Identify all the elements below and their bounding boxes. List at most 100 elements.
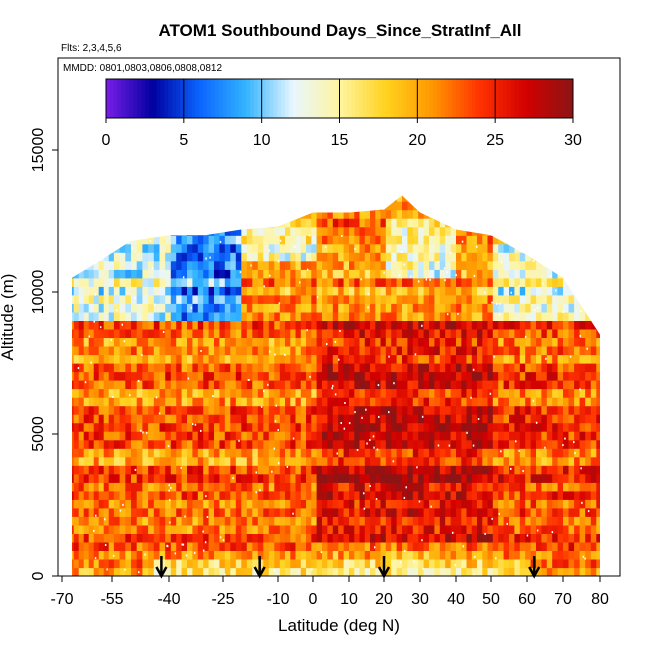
- heatmap-cell: [450, 559, 457, 569]
- heatmap-cell: [103, 269, 110, 279]
- heatmap-cell: [343, 218, 350, 228]
- heatmap-cell: [322, 363, 328, 373]
- heatmap-cell: [83, 533, 90, 543]
- heatmap-cell: [487, 516, 494, 526]
- heatmap-cell: [83, 439, 90, 449]
- heatmap-cell: [536, 524, 542, 534]
- heatmap-cell: [423, 286, 430, 296]
- heatmap-cell: [525, 346, 532, 356]
- heatmap-cell: [224, 269, 231, 279]
- heatmap-cell: [563, 371, 570, 381]
- heatmap-cell: [219, 473, 226, 483]
- heatmap-cell: [153, 516, 161, 526]
- heatmap-cell: [423, 507, 430, 517]
- heatmap-cell: [98, 559, 105, 569]
- heatmap-cell: [279, 559, 286, 569]
- heatmap-cell: [176, 448, 183, 458]
- heatmap-cell: [519, 303, 526, 313]
- heatmap-cell: [514, 567, 521, 576]
- heatmap-cell: [119, 328, 126, 338]
- heatmap-cell: [73, 320, 80, 330]
- heatmap-cell: [423, 346, 430, 356]
- heatmap-cell: [402, 473, 408, 483]
- heatmap-cell: [108, 439, 115, 449]
- heatmap-cell: [187, 320, 193, 330]
- heatmap-cell: [574, 541, 581, 551]
- heatmap-cell: [423, 448, 430, 458]
- heatmap-cell: [525, 567, 532, 576]
- heatmap-cell: [492, 397, 499, 407]
- heatmap-cell: [445, 499, 452, 509]
- heatmap-cell: [492, 456, 499, 466]
- heatmap-cell: [257, 363, 264, 373]
- heatmap-cell: [391, 218, 398, 228]
- heatmap-cell: [343, 439, 350, 449]
- heatmap-cell: [375, 320, 382, 330]
- heatmap-cell: [439, 507, 446, 517]
- heatmap-cell: [380, 422, 387, 432]
- heatmap-cell: [477, 294, 483, 304]
- heatmap-cell: [235, 499, 242, 509]
- heatmap-cell: [295, 422, 302, 432]
- heatmap-cell: [295, 533, 302, 543]
- heatmap-cell: [349, 414, 355, 424]
- heatmap-cell: [316, 328, 323, 338]
- heatmap-cell: [306, 235, 312, 245]
- heatmap-cell: [461, 243, 468, 253]
- heatmap-cell: [354, 277, 361, 287]
- heatmap-cell: [176, 482, 183, 492]
- heatmap-cell: [241, 303, 248, 313]
- heatmap-cell: [546, 328, 553, 338]
- heatmap-cell: [354, 346, 361, 356]
- heatmap-cell: [450, 371, 457, 381]
- heatmap-cell: [574, 439, 581, 449]
- heatmap-cell: [482, 499, 489, 509]
- heatmap-cell: [439, 559, 446, 569]
- heatmap-cell: [148, 337, 155, 347]
- heatmap-cell: [300, 473, 307, 483]
- heatmap-cell: [445, 328, 452, 338]
- heatmap-cell: [181, 465, 188, 475]
- heatmap-cell: [546, 354, 553, 364]
- heatmap-cell: [418, 422, 425, 432]
- heatmap-cell: [230, 397, 237, 407]
- heatmap-cell: [219, 524, 226, 534]
- heatmap-cell: [119, 499, 126, 509]
- heatmap-cell: [546, 294, 553, 304]
- heatmap-cell: [552, 354, 559, 364]
- heatmap-cell: [300, 431, 307, 441]
- heatmap-cell: [434, 252, 441, 262]
- heatmap-cell: [407, 320, 414, 330]
- heatmap-cell: [525, 269, 532, 279]
- data-gap-mark: [279, 239, 282, 242]
- heatmap-cell: [471, 439, 478, 449]
- heatmap-cell: [181, 269, 188, 279]
- heatmap-cell: [187, 499, 193, 509]
- heatmap-cell: [98, 499, 105, 509]
- heatmap-cell: [279, 448, 286, 458]
- heatmap-cell: [466, 473, 473, 483]
- heatmap-cell: [93, 524, 100, 534]
- heatmap-cell: [224, 346, 231, 356]
- heatmap-cell: [88, 516, 95, 526]
- heatmap-cell: [197, 448, 204, 458]
- heatmap-cell: [285, 286, 291, 296]
- heatmap-cell: [136, 294, 143, 304]
- heatmap-cell: [88, 269, 95, 279]
- heatmap-cell: [187, 456, 193, 466]
- heatmap-cell: [590, 328, 597, 338]
- heatmap-cell: [396, 328, 403, 338]
- heatmap-cell: [153, 311, 161, 321]
- heatmap-cell: [541, 277, 548, 287]
- x-tick-label: -10: [266, 591, 289, 608]
- heatmap-cell: [252, 235, 259, 245]
- heatmap-cell: [170, 346, 177, 356]
- data-gap-mark: [437, 260, 440, 263]
- heatmap-cell: [290, 473, 297, 483]
- heatmap-cell: [477, 363, 483, 373]
- heatmap-cell: [136, 431, 143, 441]
- heatmap-cell: [370, 218, 376, 228]
- colorbar-segment: [222, 79, 228, 118]
- heatmap-cell: [434, 397, 441, 407]
- heatmap-cell: [219, 559, 226, 569]
